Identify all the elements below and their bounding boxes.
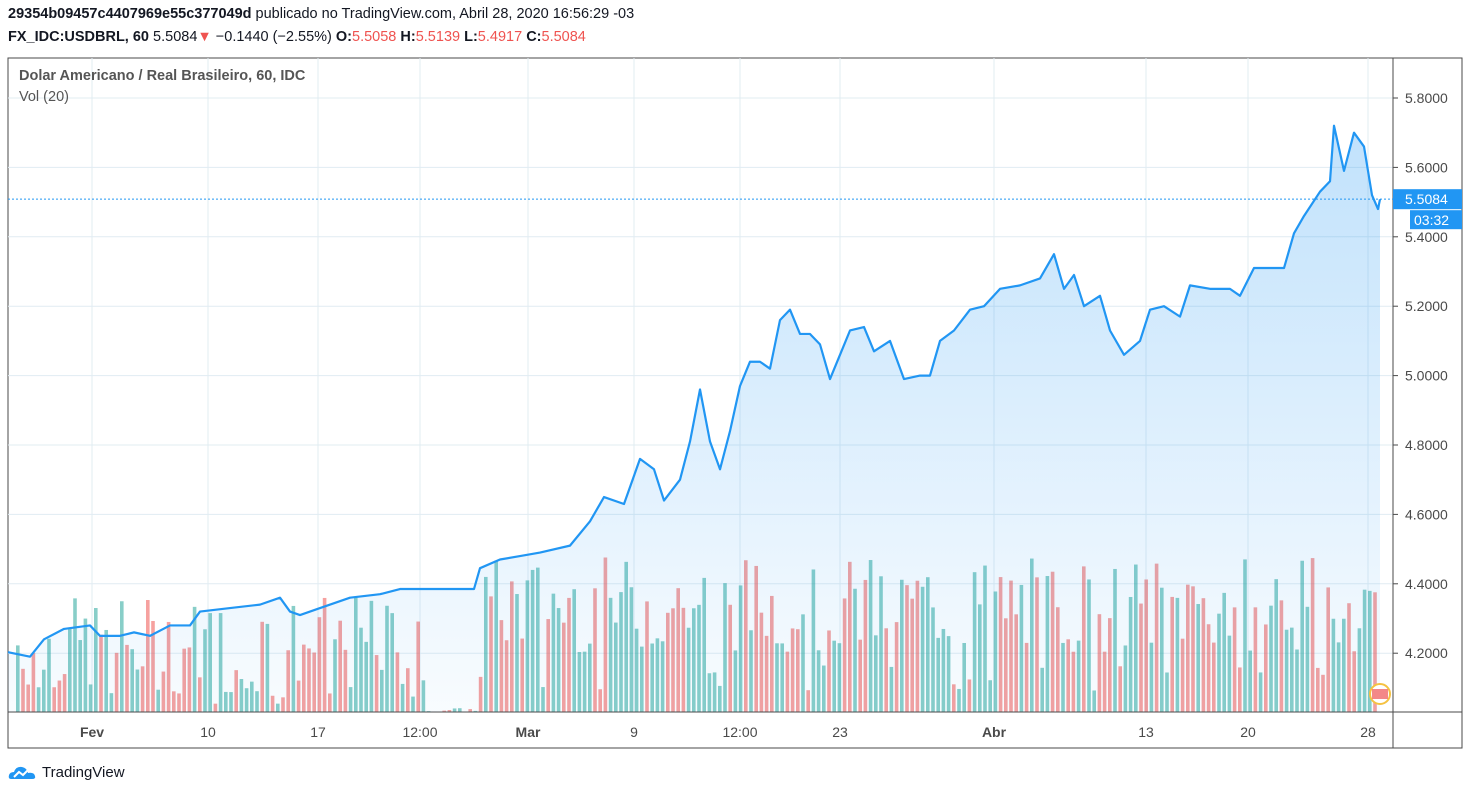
y-tick-label: 4.8000 bbox=[1405, 437, 1448, 453]
chart-title: Dolar Americano / Real Brasileiro, 60, I… bbox=[19, 68, 306, 84]
x-tick-label: 12:00 bbox=[402, 724, 437, 740]
x-tick-label: 20 bbox=[1240, 724, 1256, 740]
x-tick-label: 10 bbox=[200, 724, 216, 740]
x-tick-label: 17 bbox=[310, 724, 326, 740]
close-value: 5.5084 bbox=[541, 29, 586, 45]
change: −0.1440 (−2.55%) bbox=[215, 29, 332, 45]
low-value: 5.4917 bbox=[477, 29, 523, 45]
cloud-icon bbox=[8, 766, 36, 779]
high-label: H: bbox=[400, 29, 416, 45]
tradingview-logo[interactable]: TradingView bbox=[8, 763, 125, 781]
down-arrow-icon: ▼ bbox=[197, 29, 212, 45]
countdown-badge bbox=[1410, 210, 1462, 230]
brand-name: TradingView bbox=[42, 763, 125, 781]
last-price-badge bbox=[1393, 189, 1462, 210]
x-tick-label: Fev bbox=[80, 724, 104, 740]
x-tick-label: 9 bbox=[630, 724, 638, 740]
close-label: C: bbox=[526, 29, 542, 45]
flag-stripes bbox=[1372, 689, 1388, 699]
symbol: FX_IDC:USDBRL, 60 bbox=[8, 29, 149, 45]
y-tick-label: 4.6000 bbox=[1405, 506, 1448, 522]
y-tick-label: 5.2000 bbox=[1405, 298, 1448, 314]
price-area bbox=[8, 125, 1380, 712]
y-tick-label: 5.0000 bbox=[1405, 368, 1448, 384]
open-label: O: bbox=[335, 29, 353, 45]
x-tick-label: 23 bbox=[832, 724, 848, 740]
symbol-info: FX_IDC:USDBRL, 60 5.5084▼ −0.1440 (−2.55… bbox=[8, 29, 586, 45]
y-tick-label: 4.4000 bbox=[1405, 576, 1448, 592]
x-tick-label: Abr bbox=[982, 724, 1007, 740]
last-price: 5.5084 bbox=[153, 29, 198, 45]
y-tick-label: 5.6000 bbox=[1405, 159, 1448, 175]
publisher-id: 29354b09457c4407969e55c377049d bbox=[8, 6, 252, 22]
y-tick-label: 5.4000 bbox=[1405, 229, 1448, 245]
low-label: L: bbox=[464, 29, 478, 45]
x-tick-label: Mar bbox=[516, 724, 541, 740]
y-tick-label: 4.2000 bbox=[1405, 645, 1448, 661]
published-text: publicado no TradingView.com, Abril 28, … bbox=[255, 6, 635, 22]
price-line bbox=[7, 124, 1382, 658]
last-price-label: 5.5084 bbox=[1405, 191, 1448, 207]
open-value: 5.5058 bbox=[352, 29, 397, 45]
countdown-label: 03:32 bbox=[1414, 212, 1449, 228]
high-value: 5.5139 bbox=[415, 29, 461, 45]
publish-info: 29354b09457c4407969e55c377049d publicado… bbox=[8, 6, 634, 22]
x-tick-label: 13 bbox=[1138, 724, 1154, 740]
volume-legend: Vol (20) bbox=[19, 89, 69, 105]
x-tick-label: 12:00 bbox=[722, 724, 757, 740]
y-tick-label: 5.8000 bbox=[1405, 90, 1448, 106]
x-tick-label: 28 bbox=[1360, 724, 1376, 740]
